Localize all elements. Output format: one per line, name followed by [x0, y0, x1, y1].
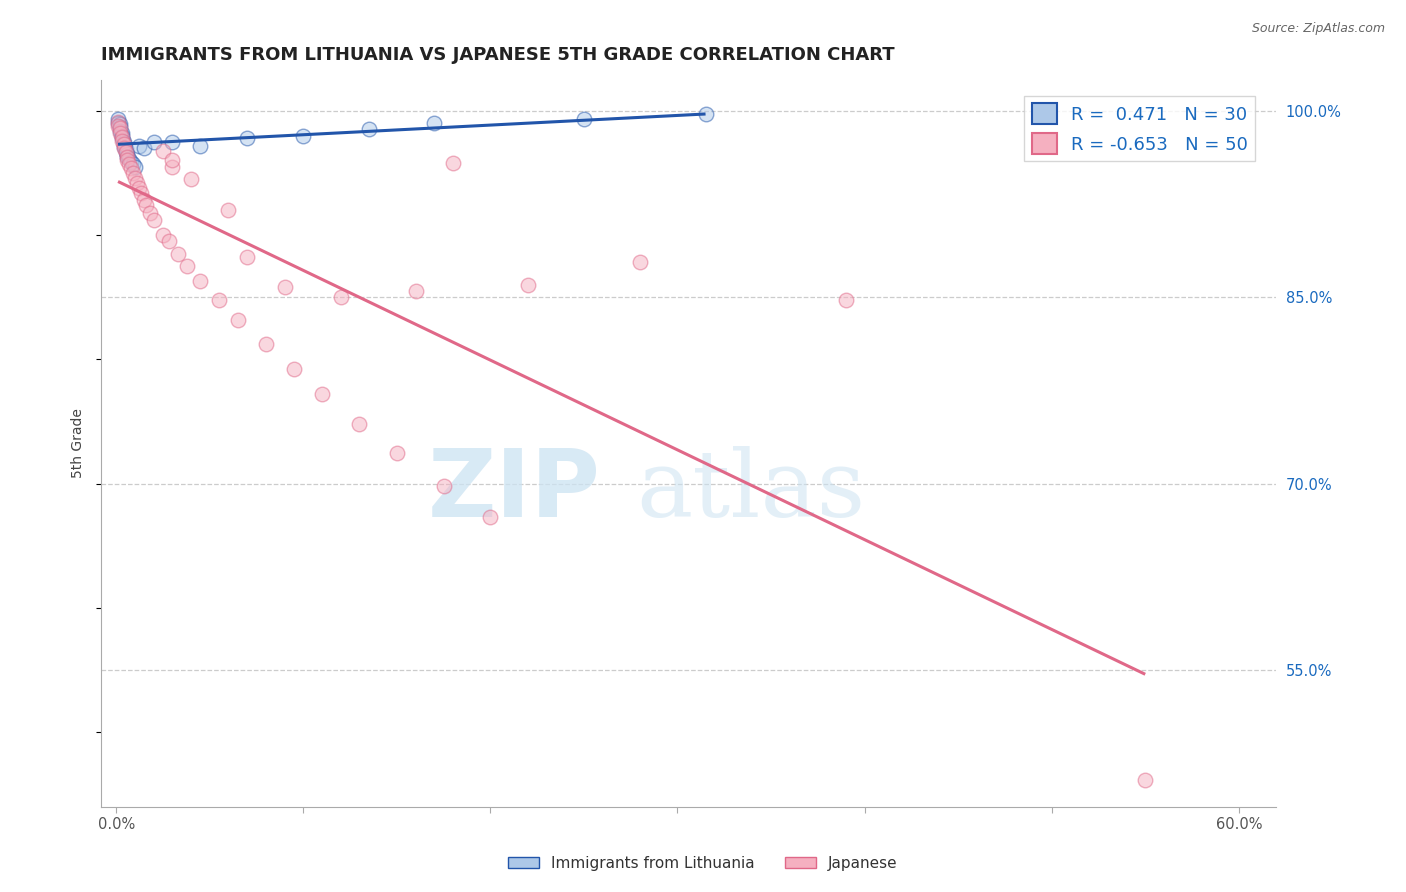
Point	[349, 417, 371, 431]
Point	[190, 138, 212, 153]
Point	[236, 251, 259, 265]
Point	[152, 144, 174, 158]
Point	[108, 121, 131, 136]
Point	[117, 147, 139, 161]
Point	[107, 119, 129, 133]
Point	[433, 479, 456, 493]
Point	[329, 290, 352, 304]
Text: atlas: atlas	[636, 446, 865, 535]
Point	[124, 170, 146, 185]
Point	[120, 161, 142, 175]
Point	[118, 153, 141, 167]
Point	[152, 228, 174, 243]
Point	[107, 116, 129, 130]
Point	[139, 205, 162, 219]
Point	[112, 135, 135, 149]
Point	[423, 116, 446, 130]
Point	[117, 150, 139, 164]
Point	[226, 312, 249, 326]
Point	[108, 123, 131, 137]
Point	[142, 135, 165, 149]
Point	[479, 510, 502, 524]
Point	[112, 140, 135, 154]
Point	[628, 255, 651, 269]
Point	[117, 150, 139, 164]
Point	[180, 172, 202, 186]
Point	[441, 156, 464, 170]
Point	[111, 134, 134, 148]
Point	[835, 293, 858, 307]
Text: IMMIGRANTS FROM LITHUANIA VS JAPANESE 5TH GRADE CORRELATION CHART: IMMIGRANTS FROM LITHUANIA VS JAPANESE 5T…	[101, 46, 894, 64]
Point	[162, 135, 184, 149]
Point	[111, 129, 134, 144]
Point	[236, 131, 259, 145]
Point	[111, 128, 134, 143]
Point	[162, 160, 184, 174]
Point	[1135, 772, 1157, 787]
Point	[112, 141, 135, 155]
Point	[128, 138, 150, 153]
Point	[572, 112, 595, 127]
Point	[129, 186, 152, 200]
Point	[117, 153, 139, 168]
Point	[190, 274, 212, 288]
Point	[122, 157, 145, 171]
Point	[108, 126, 131, 140]
Point	[107, 112, 129, 127]
Text: ZIP: ZIP	[427, 444, 600, 537]
Point	[254, 337, 277, 351]
Point	[385, 445, 408, 459]
Legend: R =  0.471   N = 30, R = -0.653   N = 50: R = 0.471 N = 30, R = -0.653 N = 50	[1025, 96, 1256, 161]
Point	[176, 259, 198, 273]
Point	[114, 145, 136, 159]
Point	[134, 141, 156, 155]
Point	[112, 137, 135, 152]
Point	[311, 387, 333, 401]
Point	[217, 203, 239, 218]
Point	[112, 137, 135, 152]
Point	[134, 194, 156, 208]
Point	[122, 166, 145, 180]
Point	[128, 181, 150, 195]
Point	[695, 107, 717, 121]
Point	[135, 198, 157, 212]
Point	[157, 235, 180, 249]
Point	[125, 176, 148, 190]
Point	[107, 115, 129, 129]
Point	[273, 280, 295, 294]
Point	[108, 120, 131, 134]
Point	[516, 277, 538, 292]
Text: Source: ZipAtlas.com: Source: ZipAtlas.com	[1251, 22, 1385, 36]
Point	[142, 213, 165, 227]
Point	[118, 157, 141, 171]
Point	[111, 126, 134, 140]
Point	[120, 154, 142, 169]
Y-axis label: 5th Grade: 5th Grade	[72, 409, 86, 478]
Point	[208, 293, 231, 307]
Point	[283, 362, 305, 376]
Point	[292, 128, 315, 143]
Point	[124, 160, 146, 174]
Point	[111, 131, 134, 145]
Point	[405, 284, 427, 298]
Point	[162, 153, 184, 168]
Legend: Immigrants from Lithuania, Japanese: Immigrants from Lithuania, Japanese	[502, 850, 904, 877]
Point	[167, 246, 190, 260]
Point	[114, 142, 136, 156]
Point	[357, 122, 380, 136]
Point	[114, 145, 136, 159]
Point	[108, 117, 131, 131]
